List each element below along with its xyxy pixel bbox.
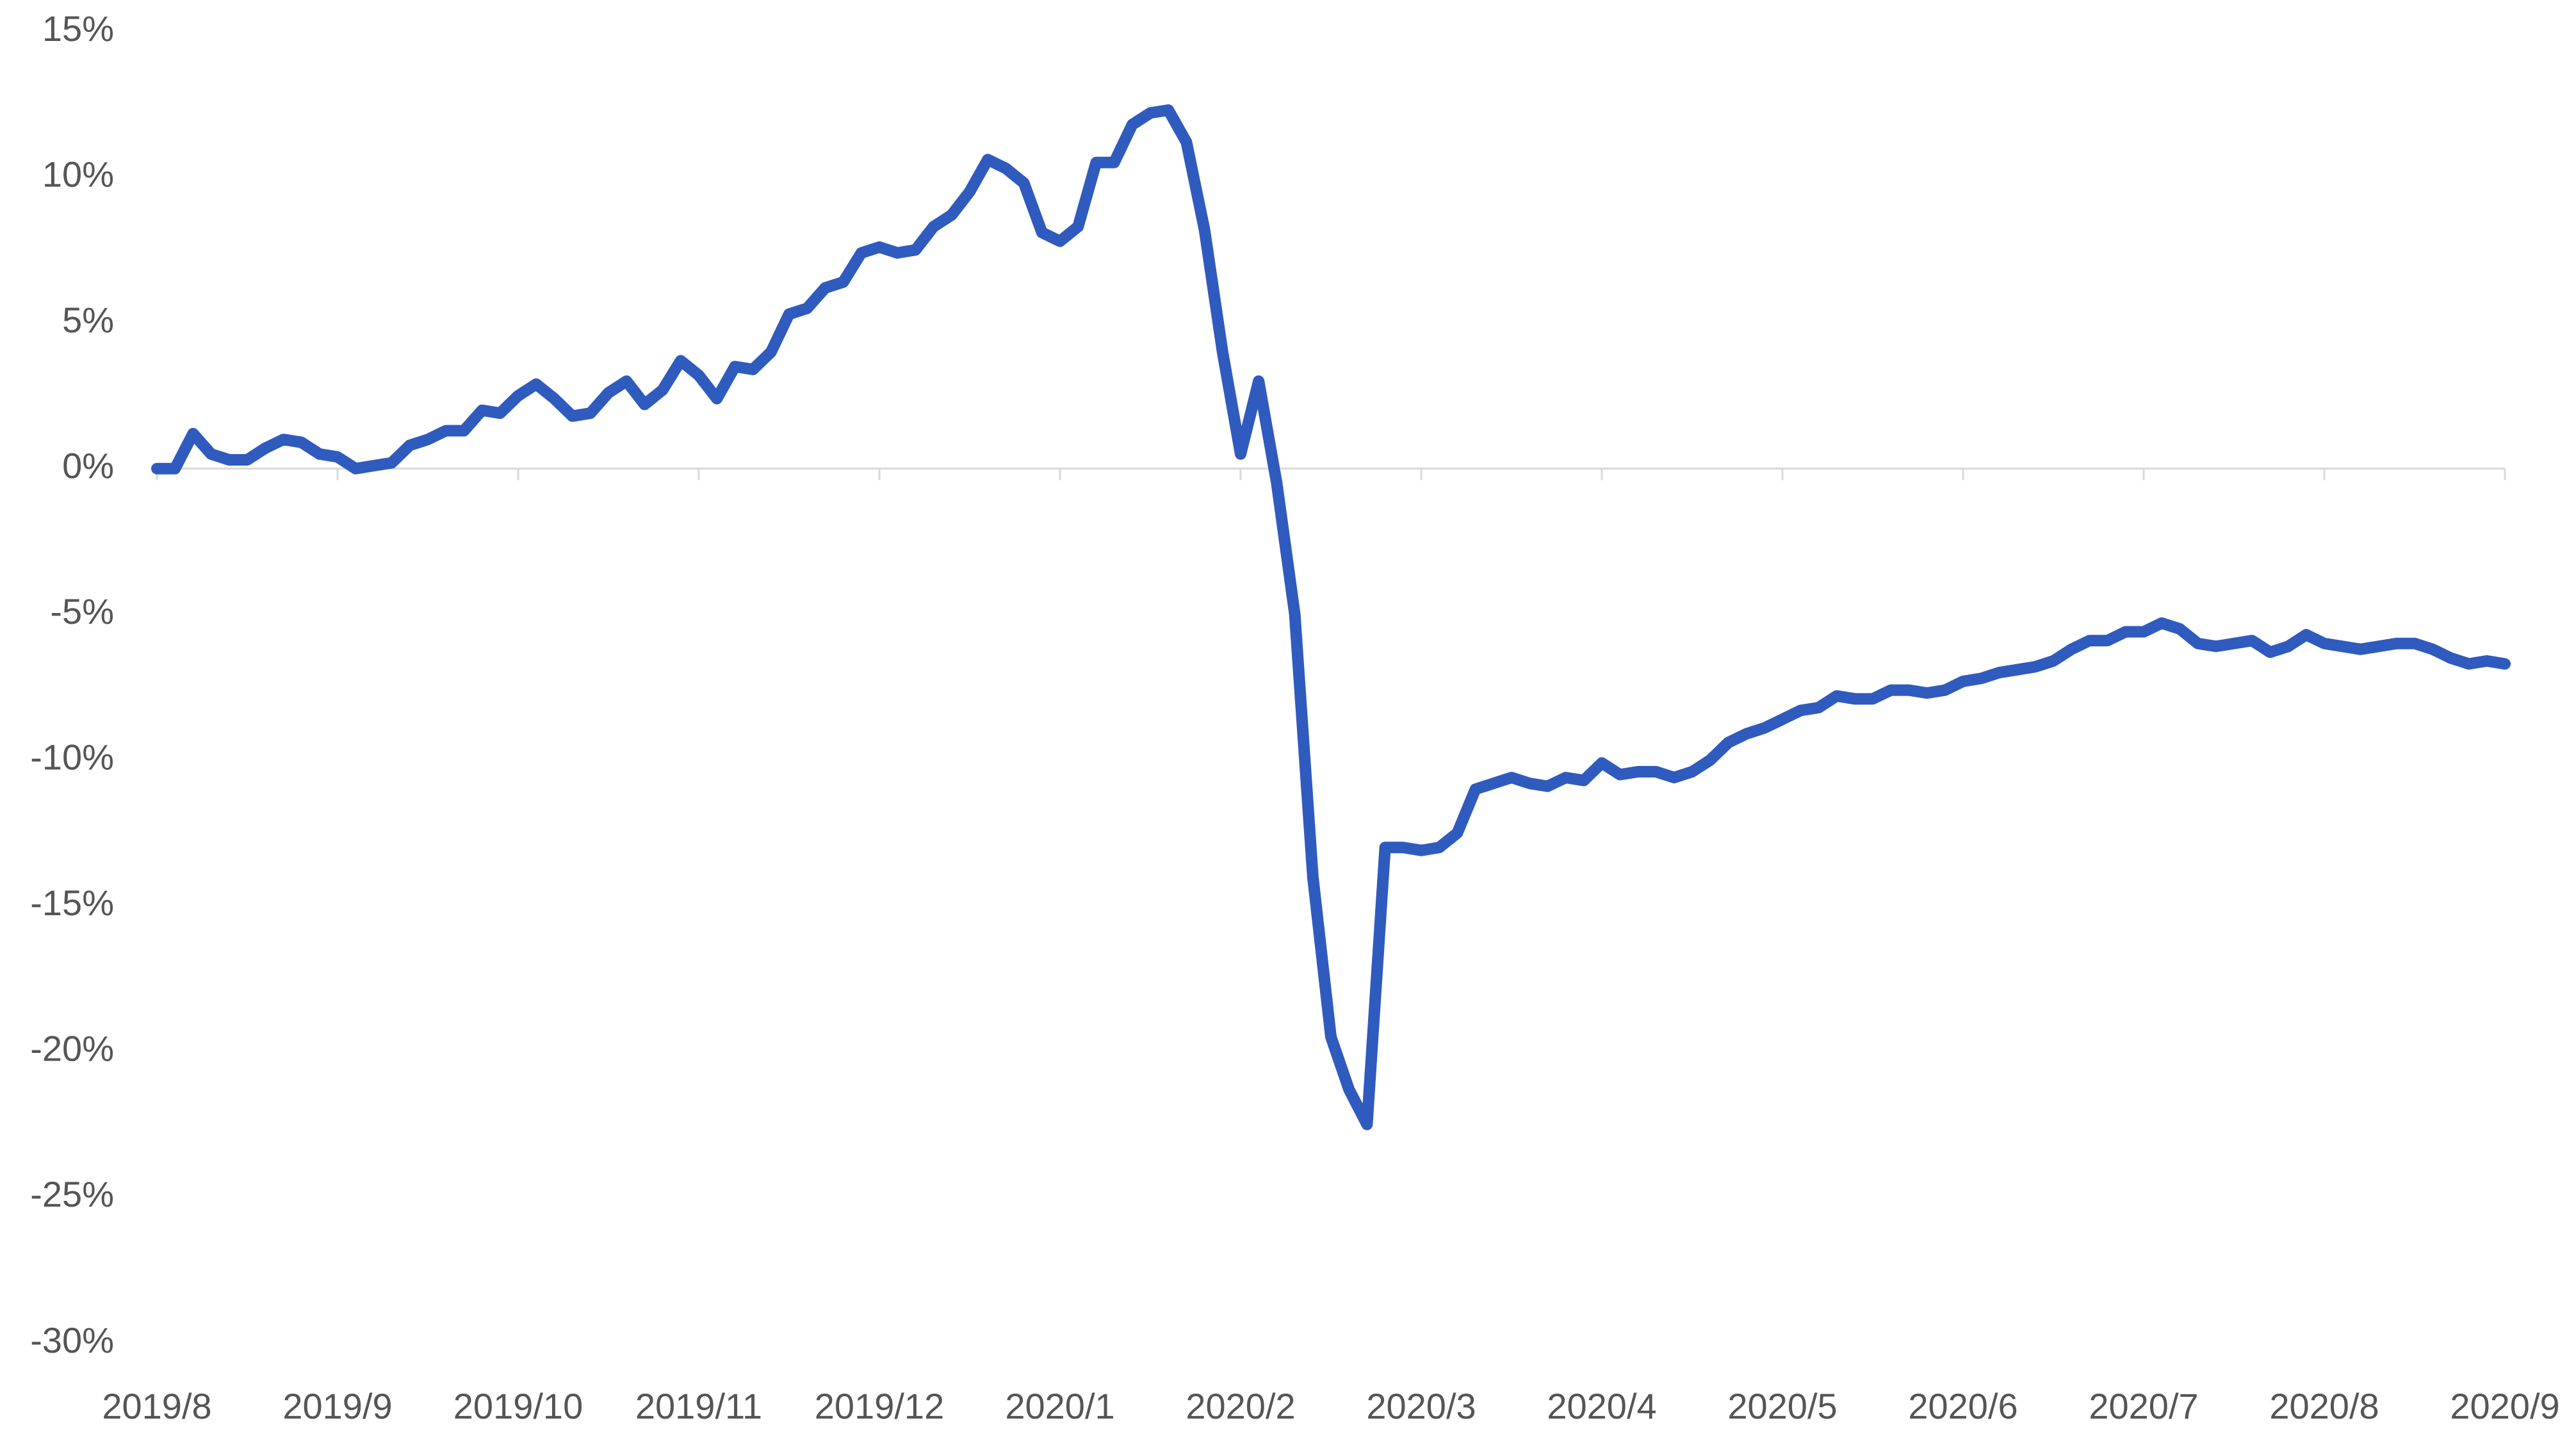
y-tick-label: -10% — [30, 737, 114, 777]
x-tick-label: 2020/9 — [2450, 1386, 2559, 1426]
y-tick-label: 15% — [42, 8, 114, 49]
x-tick-label: 2020/2 — [1186, 1386, 1295, 1426]
y-tick-label: -15% — [30, 883, 114, 923]
y-tick-label: 5% — [62, 300, 114, 340]
x-tick-label: 2019/8 — [102, 1386, 211, 1426]
y-tick-label: -30% — [30, 1320, 114, 1360]
x-tick-label: 2020/3 — [1366, 1386, 1476, 1426]
data-line — [151, 104, 2511, 1130]
y-tick-label: 0% — [62, 445, 114, 485]
x-tick-label: 2020/5 — [1727, 1386, 1837, 1426]
x-tick-label: 2019/12 — [815, 1386, 944, 1426]
x-tick-label: 2020/1 — [1005, 1386, 1114, 1426]
x-tick-label: 2020/8 — [2269, 1386, 2379, 1426]
x-tick-label: 2020/4 — [1547, 1386, 1656, 1426]
x-tick-label: 2019/11 — [635, 1386, 762, 1426]
y-tick-label: -5% — [50, 591, 114, 631]
x-tick-label: 2020/7 — [2089, 1386, 2198, 1426]
x-tick-label: 2019/10 — [453, 1386, 583, 1426]
y-tick-label: -25% — [30, 1174, 114, 1214]
x-tick-label: 2019/9 — [282, 1386, 392, 1426]
y-tick-label: -20% — [30, 1029, 114, 1069]
y-tick-label: 10% — [42, 154, 114, 194]
x-tick-label: 2020/6 — [1908, 1386, 2018, 1426]
